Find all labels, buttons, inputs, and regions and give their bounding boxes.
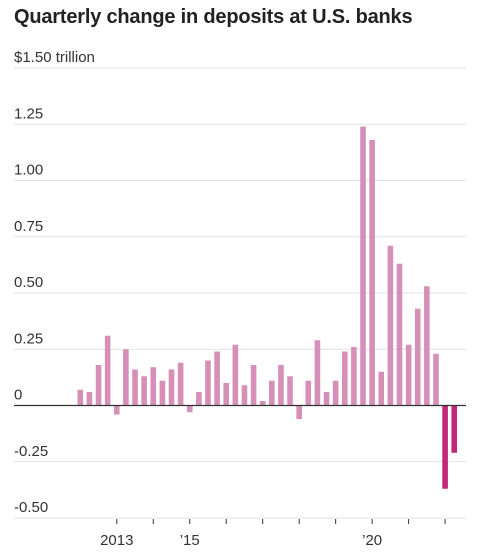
- bar: [341, 351, 348, 406]
- bar: [332, 380, 339, 406]
- y-tick-label: 1.25: [14, 105, 43, 122]
- bar: [305, 380, 312, 406]
- y-tick-label: 0.75: [14, 218, 43, 235]
- bar: [168, 369, 175, 406]
- bar: [186, 405, 193, 413]
- y-tick-label: 0.25: [14, 330, 43, 347]
- bar: [369, 140, 375, 406]
- bar: [314, 340, 321, 406]
- y-tick-label: 0.50: [14, 274, 43, 291]
- bars: [77, 126, 458, 489]
- bar: [433, 353, 439, 406]
- bar: [296, 405, 302, 419]
- bar: [442, 405, 448, 489]
- bar: [196, 392, 202, 406]
- chart-title: Quarterly change in deposits at U.S. ban…: [14, 6, 413, 28]
- y-tick-label: -0.25: [14, 443, 48, 460]
- bar: [387, 245, 394, 406]
- bar: [150, 367, 157, 406]
- bar: [451, 405, 458, 453]
- y-tick-label: 0: [14, 387, 22, 404]
- bar: [141, 376, 147, 406]
- bar: [95, 365, 102, 406]
- bar: [396, 263, 403, 406]
- bar: [351, 347, 357, 406]
- x-tick-label: ’20: [362, 532, 382, 549]
- y-tick-label: -0.50: [14, 499, 48, 516]
- bar: [86, 392, 93, 406]
- bar: [77, 389, 84, 406]
- bar: [214, 351, 220, 406]
- y-tick-label: $1.50 trillion: [14, 49, 95, 66]
- y-axis-ticks: $1.50 trillion 1.25 1.00 0.75 0.50 0.25 0 -0.25…: [14, 49, 95, 516]
- bar: [205, 360, 211, 406]
- bar: [405, 344, 412, 406]
- x-axis-ticks: 2013 ’15 ’20: [100, 519, 446, 549]
- x-tick-label: 2013: [100, 532, 133, 549]
- bar: [424, 286, 430, 406]
- y-tick-label: 1.00: [14, 162, 43, 179]
- bar: [159, 380, 166, 406]
- bar: [123, 349, 129, 406]
- bar: [113, 405, 120, 415]
- bar: [132, 369, 138, 406]
- bar: [269, 380, 275, 406]
- bar: [323, 392, 330, 406]
- bar: [104, 335, 111, 406]
- grid-lines: [14, 67, 466, 519]
- bar: [378, 371, 385, 406]
- bar: [250, 365, 257, 406]
- bar: [259, 401, 266, 406]
- bar: [177, 362, 184, 406]
- bar: [241, 385, 248, 406]
- bar: [232, 344, 239, 406]
- bar: [223, 383, 230, 406]
- bar: [287, 376, 293, 406]
- x-tick-label: ’15: [180, 532, 200, 549]
- bar: [278, 365, 284, 406]
- bar: [360, 126, 366, 406]
- bar: [414, 308, 421, 406]
